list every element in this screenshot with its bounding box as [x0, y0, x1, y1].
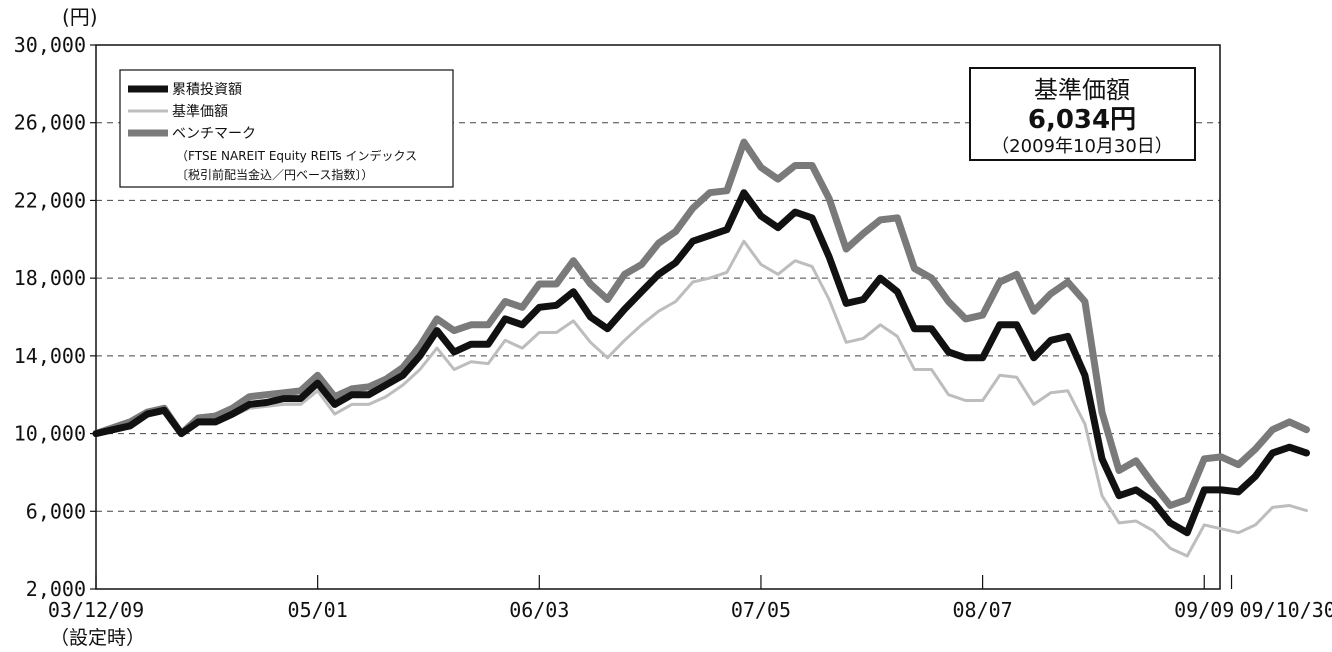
nav-callout-value: 6,034円	[1028, 105, 1136, 135]
series-line-2	[92, 138, 1310, 509]
y-tick-label: 30,000	[14, 33, 86, 57]
legend-note-line2: 〔税引前配当金込／円ベース指数〕）	[176, 167, 373, 182]
x-start-note: （設定時）	[50, 627, 145, 649]
series-line-1	[94, 239, 1308, 558]
legend-label-cumulative: 累積投資額	[172, 82, 242, 98]
x-tick-label: 06/03	[509, 598, 569, 622]
legend-box	[119, 69, 454, 188]
x-tick-label: 08/07	[952, 598, 1012, 622]
legend-label-benchmark: ベンチマーク	[172, 126, 256, 142]
y-axis: 2,000 6,000 10,000 14,000 18,000 22,000 26,000…	[14, 33, 96, 601]
x-tick-label: 03/12/09	[48, 598, 144, 622]
plot-frame	[95, 44, 1221, 590]
legend: 累積投資額 基準価額 ベンチマーク （FTSE NAREIT Equity RE…	[119, 69, 454, 188]
y-tick-label: 18,000	[14, 266, 86, 290]
x-tick-label: 07/05	[731, 598, 791, 622]
y-tick-label: 6,000	[26, 499, 86, 523]
series-line-0	[92, 189, 1310, 537]
y-tick-label: 22,000	[14, 188, 86, 212]
nav-callout-title: 基準価額	[1034, 76, 1130, 104]
nav-callout-date: （2009年10月30日）	[991, 136, 1173, 157]
y-tick-label: 26,000	[14, 111, 86, 135]
y-unit-label: (円)	[62, 5, 98, 29]
x-tick-label: 05/01	[288, 598, 348, 622]
nav-callout: 基準価額 6,034円 （2009年10月30日）	[969, 67, 1196, 161]
series-lines	[92, 138, 1310, 558]
x-tick-label: 09/10/30	[1240, 598, 1332, 622]
legend-label-nav: 基準価額	[172, 103, 228, 120]
y-tick-label: 2,000	[26, 577, 86, 601]
x-tick-label: 09/09	[1174, 598, 1234, 622]
y-tick-label: 10,000	[14, 422, 86, 446]
y-tick-label: 14,000	[14, 344, 86, 368]
legend-note-line1: （FTSE NAREIT Equity REITs インデックス	[176, 148, 417, 163]
x-axis: 03/12/09 05/01 06/03 07/05 08/07 09/09 09/10/3…	[48, 575, 1332, 622]
nav-callout-box	[969, 67, 1196, 161]
